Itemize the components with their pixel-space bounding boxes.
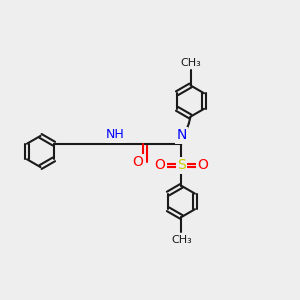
Text: S: S bbox=[177, 158, 186, 172]
Text: O: O bbox=[154, 158, 165, 172]
Text: NH: NH bbox=[106, 128, 125, 141]
Text: N: N bbox=[176, 128, 187, 142]
Text: O: O bbox=[198, 158, 208, 172]
Text: O: O bbox=[132, 155, 143, 169]
Text: CH₃: CH₃ bbox=[180, 58, 201, 68]
Text: CH₃: CH₃ bbox=[171, 235, 192, 244]
